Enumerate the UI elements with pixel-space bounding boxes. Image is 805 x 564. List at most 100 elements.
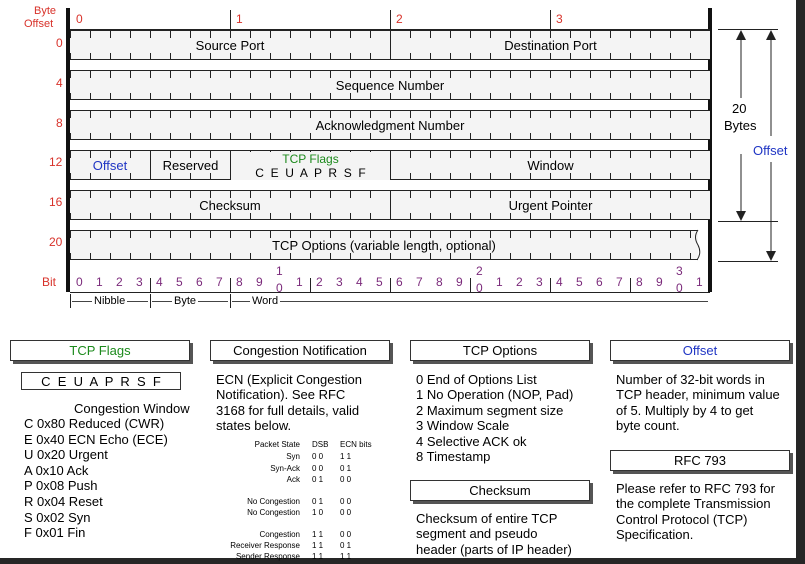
congestion-window-label: Congestion Window: [74, 401, 190, 416]
bit-digit: 6: [196, 275, 203, 289]
row-offset-12: 12: [49, 155, 63, 169]
bit-digit: 5: [176, 275, 183, 289]
word-arrow: [232, 301, 708, 302]
table-cell-dsb: 0 1: [312, 475, 324, 484]
table-cell-state: Syn-Ack: [270, 464, 300, 473]
byte-tick-3: [550, 10, 551, 30]
table-cell-dsb: 0 0: [312, 464, 324, 473]
right-thick-bar: [708, 8, 712, 292]
sections.tcp_flags.items-line: F 0x01 Fin: [24, 525, 86, 541]
bit-digit: 4: [156, 275, 163, 289]
table-cell-ecn: 1 1: [340, 552, 352, 561]
byte-bit-label: Byte: [172, 294, 199, 309]
bit-digit: 2: [516, 275, 523, 289]
sections.tcp_options.items-line: 8 Timestamp: [416, 449, 491, 464]
checksum-section-header: Checksum: [410, 480, 590, 501]
bit-digit: 4: [556, 275, 563, 289]
row-acknowledgment: Acknowledgment Number: [70, 110, 710, 140]
tcp-options-section-header: TCP Options: [410, 340, 590, 361]
right-offset-label: Offset: [753, 143, 788, 158]
sections.checksum.text_lines-line: header (parts of IP header): [416, 541, 572, 557]
table-cell-state: Sender Response: [235, 552, 300, 561]
table-cell-ecn: 0 0: [340, 497, 352, 506]
bit-label: Bit: [42, 275, 57, 289]
reserved-field: Reserved: [151, 158, 230, 173]
sections.tcp_flags.items-line: P 0x08 Push: [24, 478, 98, 494]
bit-digit: 4: [356, 275, 363, 289]
table-cell-state: Ack: [286, 475, 300, 484]
bit-digit: 8: [236, 275, 243, 289]
bit-digit: 3: [136, 275, 143, 289]
sections.congestion.text_lines-line: states below.: [216, 418, 292, 434]
bytes-number: 20: [732, 101, 747, 116]
sections.rfc.text_lines-line: Control Protocol (TCP): [616, 511, 748, 527]
row-offset-20: 20: [49, 235, 63, 249]
row-offset-4: 4: [56, 76, 63, 90]
bit-nibble-tick: [630, 278, 631, 292]
word-label: Word: [250, 294, 281, 309]
tcp-flags-letters: C E U A P R S F: [231, 166, 390, 180]
sections.offset.text_lines-line: of 5. Multiply by 4 to get: [616, 402, 754, 418]
bit-digit: 1: [296, 275, 303, 289]
bit-nibble-tick: [150, 278, 151, 292]
bit-digit: 3: [676, 264, 683, 278]
left-thick-bar: [66, 8, 70, 292]
bit-digit: 1: [496, 275, 503, 289]
acknowledgment-number-field: Acknowledgment Number: [70, 118, 710, 133]
table-cell-ecn: 0 1: [340, 541, 352, 550]
table-cell-ecn: 0 0: [340, 530, 352, 539]
source-port-field: Source Port: [70, 38, 390, 53]
byte-tick-1: [230, 10, 231, 30]
bit-digit: 3: [336, 275, 343, 289]
urgent-pointer-field: Urgent Pointer: [391, 198, 710, 213]
sections.tcp_flags.items-line: E 0x40 ECN Echo (ECE): [24, 431, 168, 447]
bit-digit: 9: [456, 275, 463, 289]
bit-digit: 1: [276, 264, 283, 278]
options-torn-edge: [695, 229, 701, 261]
bit-digit: 8: [636, 275, 643, 289]
table-cell-state: Congestion: [259, 530, 300, 539]
bit-nibble-tick: [470, 278, 471, 292]
sections.tcp_flags.items-line: C 0x80 Reduced (CWR): [24, 416, 165, 431]
row-options: TCP Options (variable length, optional): [70, 230, 698, 260]
bit-digit: 1: [96, 275, 103, 289]
bit-digit: 5: [576, 275, 583, 289]
offset-arrow: [766, 30, 776, 261]
table-cell-state: Syn: [286, 452, 300, 461]
bit-digit: 8: [436, 275, 443, 289]
bit-digit: 1: [696, 275, 703, 289]
sections.offset.text_lines-line: byte count.: [616, 418, 680, 434]
bit-digit: 7: [416, 275, 423, 289]
sections.checksum.text_lines-line: Checksum of entire TCP: [416, 511, 558, 526]
congestion-section-header: Congestion Notification: [210, 340, 390, 361]
bit-digit: 7: [216, 275, 223, 289]
row-sequence: Sequence Number: [70, 70, 710, 100]
byte-number-3: 3: [556, 12, 563, 26]
bit-digit: 5: [376, 275, 383, 289]
sequence-number-field: Sequence Number: [70, 78, 710, 93]
row-offset-0: 0: [56, 36, 63, 50]
bytes-label: Bytes: [724, 118, 757, 133]
offset-field: Offset: [70, 158, 150, 173]
window-field: Window: [391, 158, 710, 173]
table-cell-dsb: 0 0: [312, 452, 324, 461]
row-offset-8: 8: [56, 116, 63, 130]
bit-digit: 6: [596, 275, 603, 289]
window-frame-right: [796, 0, 805, 564]
sections.tcp_flags.items-line: U 0x20 Urgent: [24, 447, 108, 463]
table-header-cell: DSB: [312, 440, 329, 449]
byte-number-0: 0: [76, 12, 83, 26]
table-cell-dsb: 1 1: [312, 530, 324, 539]
bit-digit: 2: [316, 275, 323, 289]
bit-digit: 7: [616, 275, 623, 289]
sections.tcp_flags.items-line: S 0x02 Syn: [24, 509, 91, 525]
offset-section-header: Offset: [610, 340, 790, 361]
bit-digit-sub: 0: [676, 281, 683, 295]
bit-digit: 0: [76, 275, 83, 289]
bit-digit: 9: [256, 275, 263, 289]
tcp-flags-title: TCP Flags: [231, 152, 390, 166]
table-header-cell: Packet State: [254, 440, 300, 449]
bit-digit: 3: [536, 275, 543, 289]
offset-label: Offset: [24, 18, 54, 30]
byte-number-2: 2: [396, 12, 403, 26]
